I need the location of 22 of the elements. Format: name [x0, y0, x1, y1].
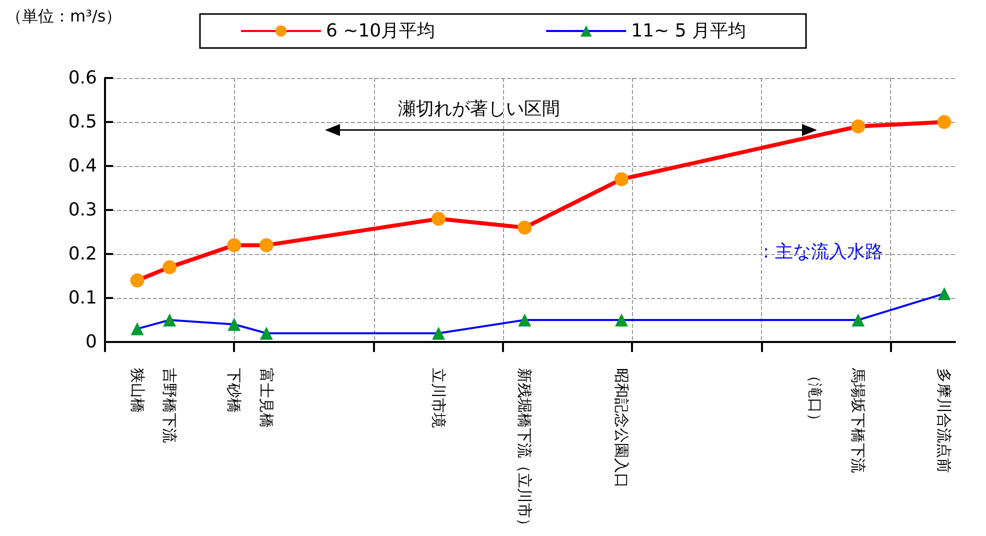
x-tick-label: 昭和記念公園入口 — [612, 368, 630, 488]
x-tick-label: 下砂橋 — [225, 368, 244, 413]
y-axis-title: （単位：m³/s） — [6, 6, 122, 26]
y-tick-label: 0.5 — [68, 112, 97, 132]
annotation: ：主な流入水路 — [757, 242, 883, 262]
x-tick-label: （滝口） — [806, 368, 824, 428]
x-tick-label: 新残堀橋下流（立川市） — [516, 368, 534, 533]
y-tick-label: 0.2 — [68, 244, 97, 264]
annotation: 瀬切れが著しい区間 — [398, 98, 560, 120]
y-tick-label: 0.1 — [68, 288, 97, 308]
x-tick-label: 吉野橋下流 — [160, 368, 179, 443]
y-tick-label: 0 — [86, 332, 97, 352]
legend-label: 6 ~10月平均 — [326, 20, 436, 42]
y-tick-label: 0.3 — [68, 200, 97, 220]
x-tick-label: 狭山橋 — [128, 368, 146, 413]
y-tick-label: 0.4 — [68, 156, 97, 176]
legend-label: 11~ 5 月平均 — [631, 20, 746, 42]
x-tick-label: 富士見橋 — [257, 368, 276, 428]
x-tick-label: 多摩川合流点前 — [935, 368, 954, 473]
y-tick-label: 0.6 — [68, 68, 97, 88]
x-tick-label: 馬場坂下橋下流 — [849, 367, 868, 473]
x-tick-label: 立川市境 — [430, 368, 448, 428]
